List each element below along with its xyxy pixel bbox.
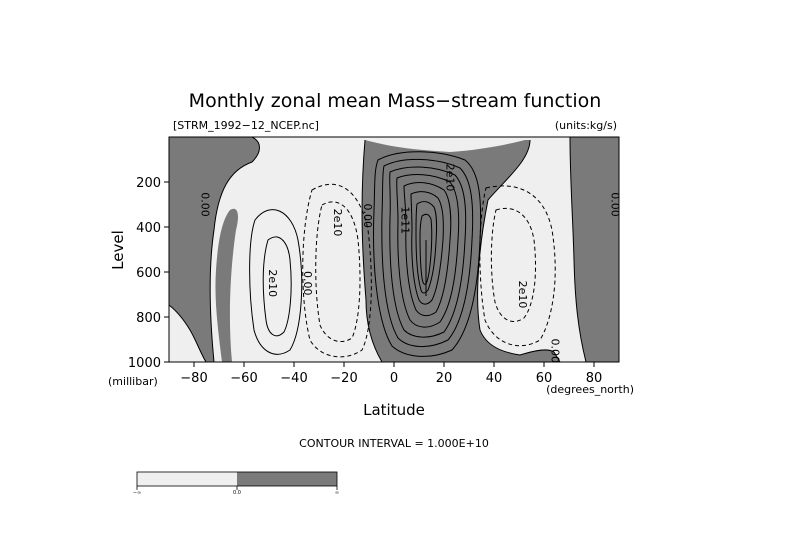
y-units-label: (millibar) — [108, 375, 158, 388]
x-tick-label: 80 — [586, 371, 603, 386]
x-tick-label: −20 — [330, 371, 357, 386]
zero-contour-central-right — [477, 139, 561, 362]
contour-label: 0.00 — [361, 204, 374, 229]
contour-labels: 0.00 2e10 0.00 2e10 0.00 1e11 2e10 2e10 0.00 0.00 — [199, 164, 622, 364]
zero-contour-bottom-left — [169, 304, 207, 362]
y-axis: 200 400 600 800 1000 — [128, 176, 169, 371]
y-tick-label: 600 — [136, 266, 161, 281]
contour-label: 0.00 — [609, 192, 622, 217]
contour-label: 1e11 — [399, 206, 412, 234]
right-negative-contour-inner — [490, 208, 536, 322]
central-positive-contour-3 — [389, 166, 467, 338]
contour-label: 2e10 — [266, 269, 279, 297]
y-tick-label: 400 — [136, 221, 161, 236]
units-label: (units:kg/s) — [555, 119, 617, 132]
left-negative-contour-inner — [315, 201, 361, 342]
central-positive-contour-5 — [403, 182, 452, 317]
x-tick-label: 0 — [390, 371, 398, 386]
contour-label: 0.00 — [549, 339, 562, 364]
central-positive-contour-6 — [410, 191, 444, 305]
zero-contour-left — [209, 137, 260, 362]
x-tick-label: 20 — [436, 371, 453, 386]
central-positive-contour-7 — [415, 201, 438, 294]
contour-label: 0.00 — [301, 271, 314, 296]
x-tick-label: −40 — [280, 371, 307, 386]
chart-title: Monthly zonal mean Mass−stream function — [189, 90, 602, 112]
left-positive-region — [169, 137, 260, 362]
positive-contours — [249, 151, 482, 357]
colorbar-label-min: −∞ — [133, 490, 141, 496]
y-tick-label: 800 — [136, 311, 161, 326]
x-tick-label: −60 — [230, 371, 257, 386]
left-inner-positive-band — [215, 208, 238, 362]
zero-contours — [169, 137, 587, 362]
colorbar: −∞ 0.0 ∞ — [133, 471, 339, 496]
plot-area: 0.00 2e10 0.00 2e10 0.00 1e11 2e10 2e10 0.00 0.00 — [169, 137, 622, 364]
x-tick-label: −80 — [180, 371, 207, 386]
colorbar-label-max: ∞ — [335, 490, 339, 496]
right-positive-region — [570, 137, 619, 362]
central-positive-contour-4 — [396, 174, 460, 328]
left-positive-contour-inner — [262, 236, 292, 337]
contour-label: 2e10 — [516, 281, 529, 309]
colorbar-negative-swatch — [137, 472, 237, 486]
right-negative-contour-outer — [479, 185, 556, 347]
negative-contours — [302, 183, 556, 358]
contour-label: 2e10 — [331, 209, 344, 237]
positive-regions — [169, 137, 619, 362]
y-tick-label: 1000 — [128, 356, 161, 371]
central-positive-contour-1 — [373, 151, 482, 357]
central-positive-region — [362, 140, 560, 362]
colorbar-label-zero: 0.0 — [233, 490, 241, 496]
y-axis-label: Level — [109, 230, 127, 270]
zero-contour-right — [569, 137, 587, 362]
central-positive-contour-2 — [381, 158, 474, 347]
contour-label: 0.00 — [199, 192, 212, 217]
colorbar-positive-swatch — [237, 472, 337, 486]
x-axis: −80 −60 −40 −20 0 20 40 60 80 — [180, 362, 602, 386]
y-tick-label: 200 — [136, 176, 161, 191]
x-tick-label: 60 — [536, 371, 553, 386]
x-axis-label: Latitude — [363, 401, 425, 419]
left-positive-contour-outer — [249, 209, 303, 355]
x-tick-label: 40 — [486, 371, 503, 386]
contour-label: 2e10 — [444, 164, 457, 192]
file-label: [STRM_1992−12_NCEP.nc] — [173, 119, 319, 132]
zero-contour-central — [361, 139, 383, 362]
x-units-label: (degrees_north) — [546, 383, 634, 396]
left-negative-contour-outer — [302, 183, 372, 358]
contour-interval-text: CONTOUR INTERVAL = 1.000E+10 — [299, 437, 489, 450]
